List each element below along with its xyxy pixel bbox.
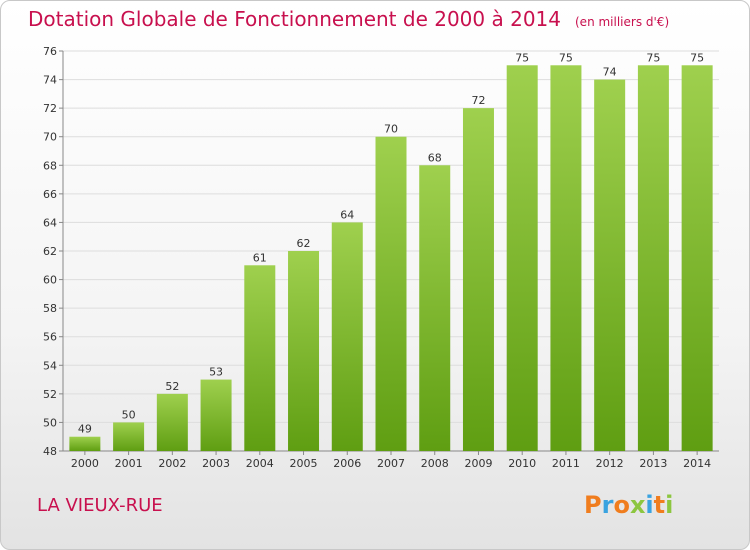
chart-title-text: Dotation Globale de Fonctionnement de 20… — [28, 7, 561, 31]
bar — [550, 65, 582, 452]
bar — [375, 136, 407, 451]
bar — [681, 65, 713, 452]
bar — [288, 251, 320, 451]
bar-value-label: 75 — [646, 51, 660, 64]
bar — [156, 393, 188, 451]
x-tick-label: 2008 — [421, 457, 449, 470]
y-tick-label: 56 — [43, 331, 57, 344]
bar — [419, 165, 451, 452]
bar-value-label: 68 — [428, 151, 442, 164]
logo-letter: P — [584, 491, 602, 519]
logo-letter: t — [653, 491, 666, 519]
bar — [69, 436, 101, 451]
logo-letter: r — [601, 491, 614, 519]
bar — [637, 65, 669, 452]
bar-value-label: 75 — [515, 51, 529, 64]
y-tick-label: 48 — [43, 445, 57, 458]
bar-value-label: 53 — [209, 366, 223, 379]
bar-value-label: 75 — [690, 51, 704, 64]
x-tick-label: 2003 — [202, 457, 230, 470]
y-tick-label: 76 — [43, 45, 57, 58]
proxiti-logo: Proxiti — [584, 491, 673, 519]
x-tick-label: 2014 — [683, 457, 711, 470]
x-tick-label: 2002 — [158, 457, 186, 470]
y-tick-label: 68 — [43, 159, 57, 172]
chart-unit-note: (en milliers d'€) — [575, 15, 670, 29]
y-tick-label: 74 — [43, 74, 57, 87]
x-tick-label: 2011 — [552, 457, 580, 470]
bar-value-label: 72 — [471, 94, 485, 107]
bar-value-label: 62 — [297, 237, 311, 250]
logo-letter: o — [613, 491, 630, 519]
logo-letter: x — [629, 491, 646, 519]
place-name: LA VIEUX-RUE — [37, 495, 163, 516]
bar — [506, 65, 538, 452]
logo-letter: i — [665, 491, 674, 519]
y-tick-label: 64 — [43, 216, 57, 229]
chart-title: Dotation Globale de Fonctionnement de 20… — [28, 7, 669, 31]
bar — [331, 222, 363, 451]
bar — [244, 265, 276, 451]
x-tick-label: 2012 — [596, 457, 624, 470]
x-tick-label: 2001 — [115, 457, 143, 470]
bar-value-label: 50 — [122, 408, 136, 421]
y-tick-label: 66 — [43, 188, 57, 201]
bar — [113, 422, 145, 451]
y-tick-label: 72 — [43, 102, 57, 115]
bar-value-label: 74 — [603, 66, 617, 79]
x-tick-label: 2006 — [333, 457, 361, 470]
bar-value-label: 61 — [253, 251, 267, 264]
x-tick-label: 2009 — [464, 457, 492, 470]
x-tick-label: 2010 — [508, 457, 536, 470]
x-tick-label: 2007 — [377, 457, 405, 470]
y-tick-label: 52 — [43, 388, 57, 401]
y-tick-label: 70 — [43, 131, 57, 144]
y-tick-label: 60 — [43, 274, 57, 287]
x-tick-label: 2005 — [290, 457, 318, 470]
bar — [200, 379, 232, 451]
y-tick-label: 58 — [43, 302, 57, 315]
bar — [462, 108, 494, 452]
bar-value-label: 52 — [165, 380, 179, 393]
y-tick-label: 54 — [43, 359, 57, 372]
y-tick-label: 50 — [43, 416, 57, 429]
logo-letter: i — [645, 491, 654, 519]
x-tick-label: 2013 — [639, 457, 667, 470]
bar-value-label: 64 — [340, 208, 354, 221]
bar-value-label: 70 — [384, 123, 398, 136]
y-tick-label: 62 — [43, 245, 57, 258]
x-tick-label: 2000 — [71, 457, 99, 470]
bar — [594, 79, 626, 452]
bar-value-label: 49 — [78, 423, 92, 436]
x-tick-label: 2004 — [246, 457, 274, 470]
bar-value-label: 75 — [559, 51, 573, 64]
